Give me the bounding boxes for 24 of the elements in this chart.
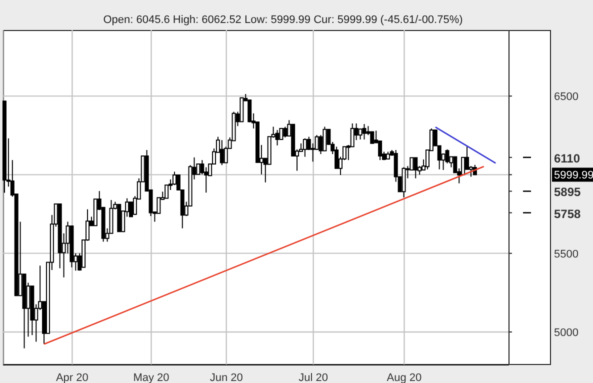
y-tick-label: 5895 <box>554 185 582 200</box>
candlestick <box>240 97 244 122</box>
candlestick <box>302 138 307 158</box>
x-tick-label: Aug 20 <box>386 372 422 383</box>
x-tick-label: May 20 <box>133 372 170 383</box>
y-tick-label: 5999.99 <box>554 170 593 182</box>
x-tick-label: Apr 20 <box>56 372 88 383</box>
candlestick <box>220 140 224 166</box>
candlestick <box>283 126 288 138</box>
x-tick-label: Jun 20 <box>210 372 243 383</box>
candlestick <box>156 197 161 214</box>
y-tick-label: 5000 <box>554 326 578 339</box>
y-tick-label: 6500 <box>554 91 578 104</box>
candlestick <box>362 124 366 140</box>
y-tick-label: 6110 <box>554 151 580 166</box>
y-tick-label: 5500 <box>554 248 578 260</box>
y-tick-label: 5758 <box>554 206 582 221</box>
candlestick <box>129 202 133 218</box>
candlestick <box>402 166 406 198</box>
candlestick <box>322 126 327 152</box>
chart-subtitle: Open: 6045.6 High: 6062.52 Low: 5999.99 Cur: 5999.99 (-45.61/-00.75%) <box>102 14 464 26</box>
x-tick-label: Jul 20 <box>298 372 328 383</box>
candlestick <box>378 140 382 161</box>
candlestick <box>414 157 418 179</box>
